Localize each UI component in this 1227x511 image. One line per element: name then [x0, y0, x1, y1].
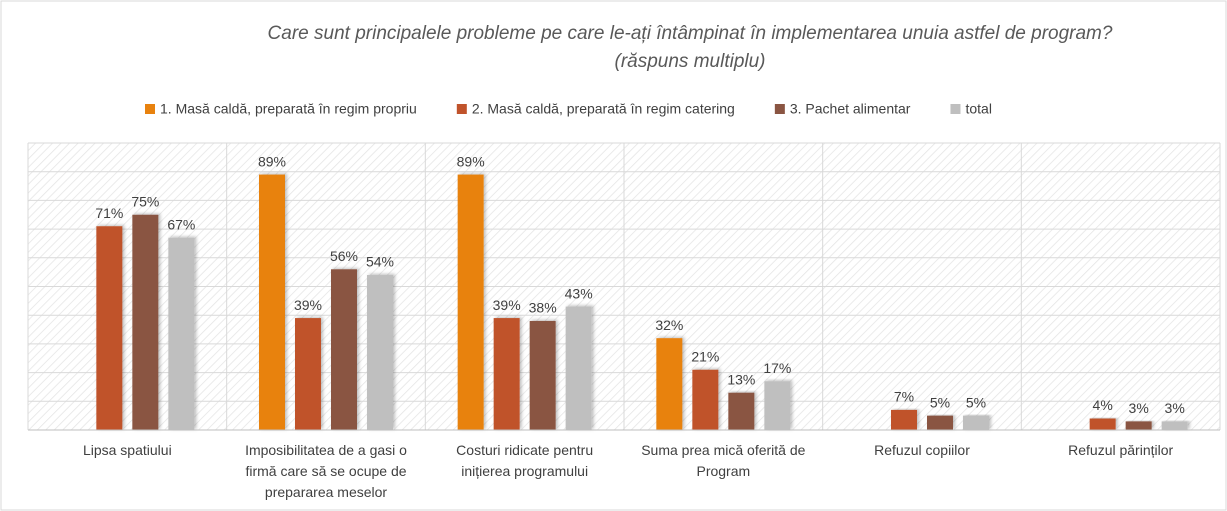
bar — [493, 318, 520, 430]
bar — [1125, 421, 1152, 430]
x-tick-label: Costuri ridicate pentru inițierea progra… — [456, 442, 594, 479]
bar — [331, 269, 357, 430]
data-label: 5% — [930, 394, 950, 410]
data-label: 7% — [894, 389, 914, 405]
bar — [168, 237, 195, 430]
bar — [367, 275, 393, 430]
legend-swatch — [774, 104, 785, 114]
data-label: 32% — [655, 317, 683, 333]
bar — [457, 174, 484, 430]
bar — [656, 338, 683, 430]
bar — [259, 174, 285, 430]
data-label: 3% — [1129, 400, 1149, 416]
legend-swatch — [145, 104, 155, 114]
data-label: 43% — [565, 285, 593, 301]
legend-swatch — [950, 104, 961, 114]
legend-label: 3. Pachet alimentar — [790, 101, 911, 117]
bar — [764, 381, 791, 430]
bar — [728, 392, 755, 430]
data-label: 3% — [1165, 400, 1185, 416]
bar — [96, 226, 123, 430]
data-label: 39% — [294, 297, 322, 313]
bar — [927, 415, 953, 430]
data-label: 67% — [167, 216, 195, 232]
bar — [1161, 421, 1188, 430]
bar — [132, 214, 159, 430]
data-label: 13% — [727, 371, 755, 387]
x-tick-label: Refuzul părinților — [1068, 442, 1174, 458]
x-tick-label: Lipsa spatiului — [82, 442, 172, 458]
data-label: 38% — [529, 300, 557, 316]
data-label: 71% — [95, 205, 123, 221]
legend-label: total — [965, 101, 991, 117]
bar — [565, 306, 592, 430]
data-label: 75% — [131, 193, 159, 209]
chart-title: Care sunt principalele probleme pe care … — [268, 23, 1113, 44]
bar — [692, 369, 719, 430]
x-tick-label: Imposibilitatea de a gasi o firmă care s… — [245, 442, 407, 500]
bar — [963, 415, 989, 430]
data-label: 56% — [330, 248, 358, 264]
data-label: 89% — [258, 153, 286, 169]
legend-label: 1. Masă caldă, preparată în regim propri… — [160, 101, 417, 117]
legend-swatch — [456, 104, 467, 114]
data-label: 4% — [1093, 397, 1113, 413]
bar — [295, 318, 321, 430]
data-label: 89% — [457, 153, 485, 169]
data-label: 5% — [966, 394, 986, 410]
data-label: 39% — [493, 297, 521, 313]
bar — [1089, 418, 1116, 430]
bar — [891, 409, 917, 430]
bar — [529, 320, 556, 430]
data-label: 17% — [763, 360, 791, 376]
data-label: 21% — [691, 348, 719, 364]
chart-subtitle: (răspuns multiplu) — [615, 51, 766, 72]
x-tick-label: Suma prea mică oferită de Program — [641, 442, 806, 479]
x-tick-label: Refuzul copiilor — [874, 442, 970, 458]
data-label: 54% — [366, 254, 394, 270]
legend-label: 2. Masă caldă, preparată în regim cateri… — [472, 101, 735, 117]
